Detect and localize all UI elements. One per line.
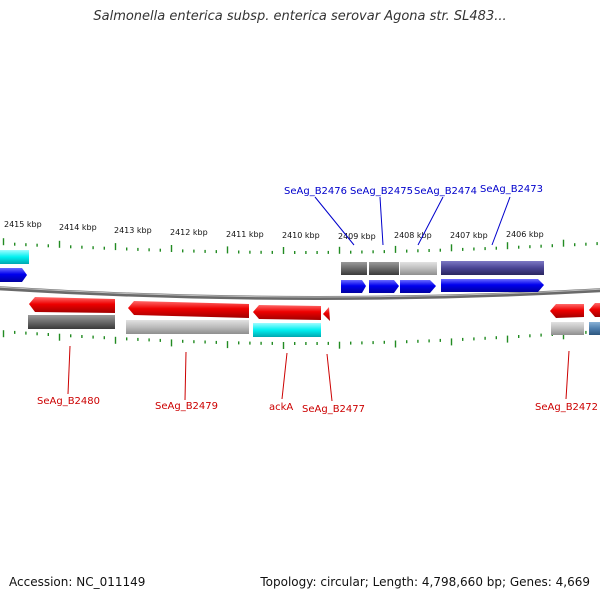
leader-line: [67, 345, 71, 395]
gene-arrow-reverse[interactable]: [253, 305, 321, 320]
gene-arrow-reverse[interactable]: [550, 304, 584, 318]
kbp-label: 2413 kbp: [114, 226, 152, 235]
leader-line: [565, 350, 570, 400]
gene-arrow-reverse[interactable]: [29, 297, 115, 313]
gene-feature[interactable]: [0, 250, 29, 264]
genome-summary-text: Topology: circular; Length: 4,798,660 bp…: [260, 575, 590, 589]
kbp-label: 2411 kbp: [226, 230, 264, 239]
leader-line: [326, 353, 333, 402]
gene-label[interactable]: SeAg_B2475: [350, 186, 413, 197]
kbp-label: 2407 kbp: [450, 231, 488, 240]
scale-labels: 2415 kbp 2414 kbp 2413 kbp 2412 kbp 2411…: [4, 220, 544, 241]
kbp-label: 2406 kbp: [506, 230, 544, 239]
gene-feature[interactable]: [441, 261, 544, 275]
gene-feature[interactable]: [589, 322, 600, 335]
scale-ticks-bottom: [2, 330, 598, 349]
gene-arrow-reverse[interactable]: [323, 307, 330, 321]
reverse-strand-features: [28, 297, 600, 337]
gene-feature[interactable]: [126, 320, 249, 334]
gene-feature[interactable]: [341, 262, 367, 275]
forward-strand-features: [341, 261, 544, 293]
leader-line: [379, 196, 384, 246]
leader-line: [417, 196, 444, 246]
kbp-label: 2410 kbp: [282, 231, 320, 240]
gene-arrow-forward[interactable]: [441, 279, 544, 292]
gene-feature[interactable]: [253, 323, 321, 337]
kbp-label: 2414 kbp: [59, 223, 97, 232]
forward-label-leaders: [314, 196, 511, 246]
gene-label[interactable]: SeAg_B2473: [480, 184, 543, 195]
genome-title: Salmonella enterica subsp. enterica sero…: [93, 9, 507, 24]
gene-arrow-forward[interactable]: [0, 268, 27, 282]
gene-feature[interactable]: [400, 262, 437, 275]
gene-arrow-reverse[interactable]: [589, 303, 600, 317]
reverse-gene-labels: SeAg_B2480 SeAg_B2479 ackA SeAg_B2477 Se…: [37, 396, 598, 415]
forward-gene-labels: SeAg_B2476 SeAg_B2475 SeAg_B2474 SeAg_B2…: [284, 184, 543, 197]
gene-label[interactable]: SeAg_B2472: [535, 402, 598, 413]
gene-label[interactable]: SeAg_B2479: [155, 401, 218, 412]
gene-arrow-forward[interactable]: [341, 280, 366, 293]
genome-backbone-highlight: [0, 286, 600, 298]
leader-line: [314, 196, 355, 246]
gene-label[interactable]: ackA: [269, 402, 293, 413]
gene-arrow-reverse[interactable]: [128, 301, 249, 318]
gene-feature[interactable]: [28, 315, 115, 329]
gene-feature[interactable]: [551, 322, 584, 335]
gene-feature[interactable]: [369, 262, 399, 275]
gene-arrow-forward[interactable]: [400, 280, 436, 293]
gene-arrow-forward[interactable]: [369, 280, 399, 293]
gene-label[interactable]: SeAg_B2477: [302, 404, 365, 415]
gene-label[interactable]: SeAg_B2480: [37, 396, 100, 407]
leader-line: [184, 351, 187, 401]
accession-text: Accession: NC_011149: [9, 575, 146, 589]
gene-label[interactable]: SeAg_B2476: [284, 186, 347, 197]
kbp-label: 2415 kbp: [4, 220, 42, 229]
reverse-label-leaders: [67, 345, 570, 402]
kbp-label: 2409 kbp: [338, 232, 376, 241]
leader-line: [491, 196, 511, 246]
kbp-label: 2408 kbp: [394, 231, 432, 240]
gene-label[interactable]: SeAg_B2474: [414, 186, 477, 197]
scale-ticks-top: [2, 238, 598, 254]
genome-backbone: [0, 286, 600, 301]
leader-line: [281, 352, 288, 400]
kbp-label: 2412 kbp: [170, 228, 208, 237]
